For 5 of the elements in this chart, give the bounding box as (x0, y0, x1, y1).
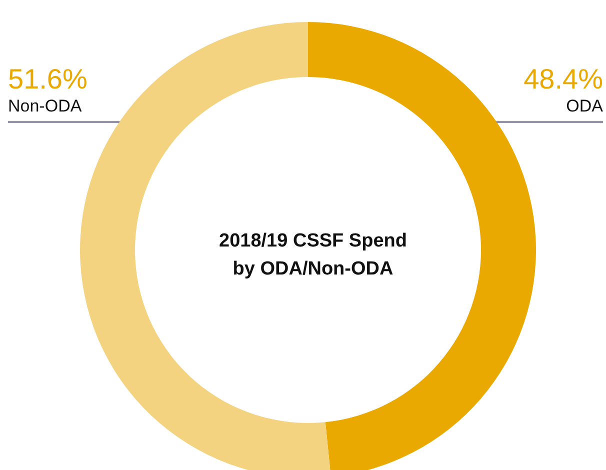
slice-label: ODA (566, 96, 604, 116)
data-label: 51.6% (8, 64, 88, 94)
slice-label: Non-ODA (8, 96, 82, 116)
data-label: 48.4% (524, 64, 603, 94)
text: 2018/19 CSSF Spend by ODA/Non-ODA (219, 230, 407, 280)
